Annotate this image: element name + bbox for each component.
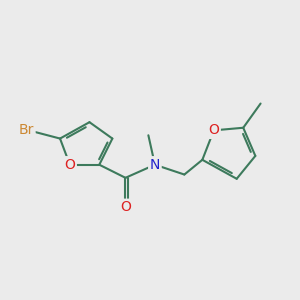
Text: O: O — [64, 158, 75, 172]
Text: O: O — [208, 123, 219, 137]
Text: N: N — [150, 158, 160, 172]
Text: O: O — [120, 200, 131, 214]
Text: Br: Br — [19, 123, 34, 137]
